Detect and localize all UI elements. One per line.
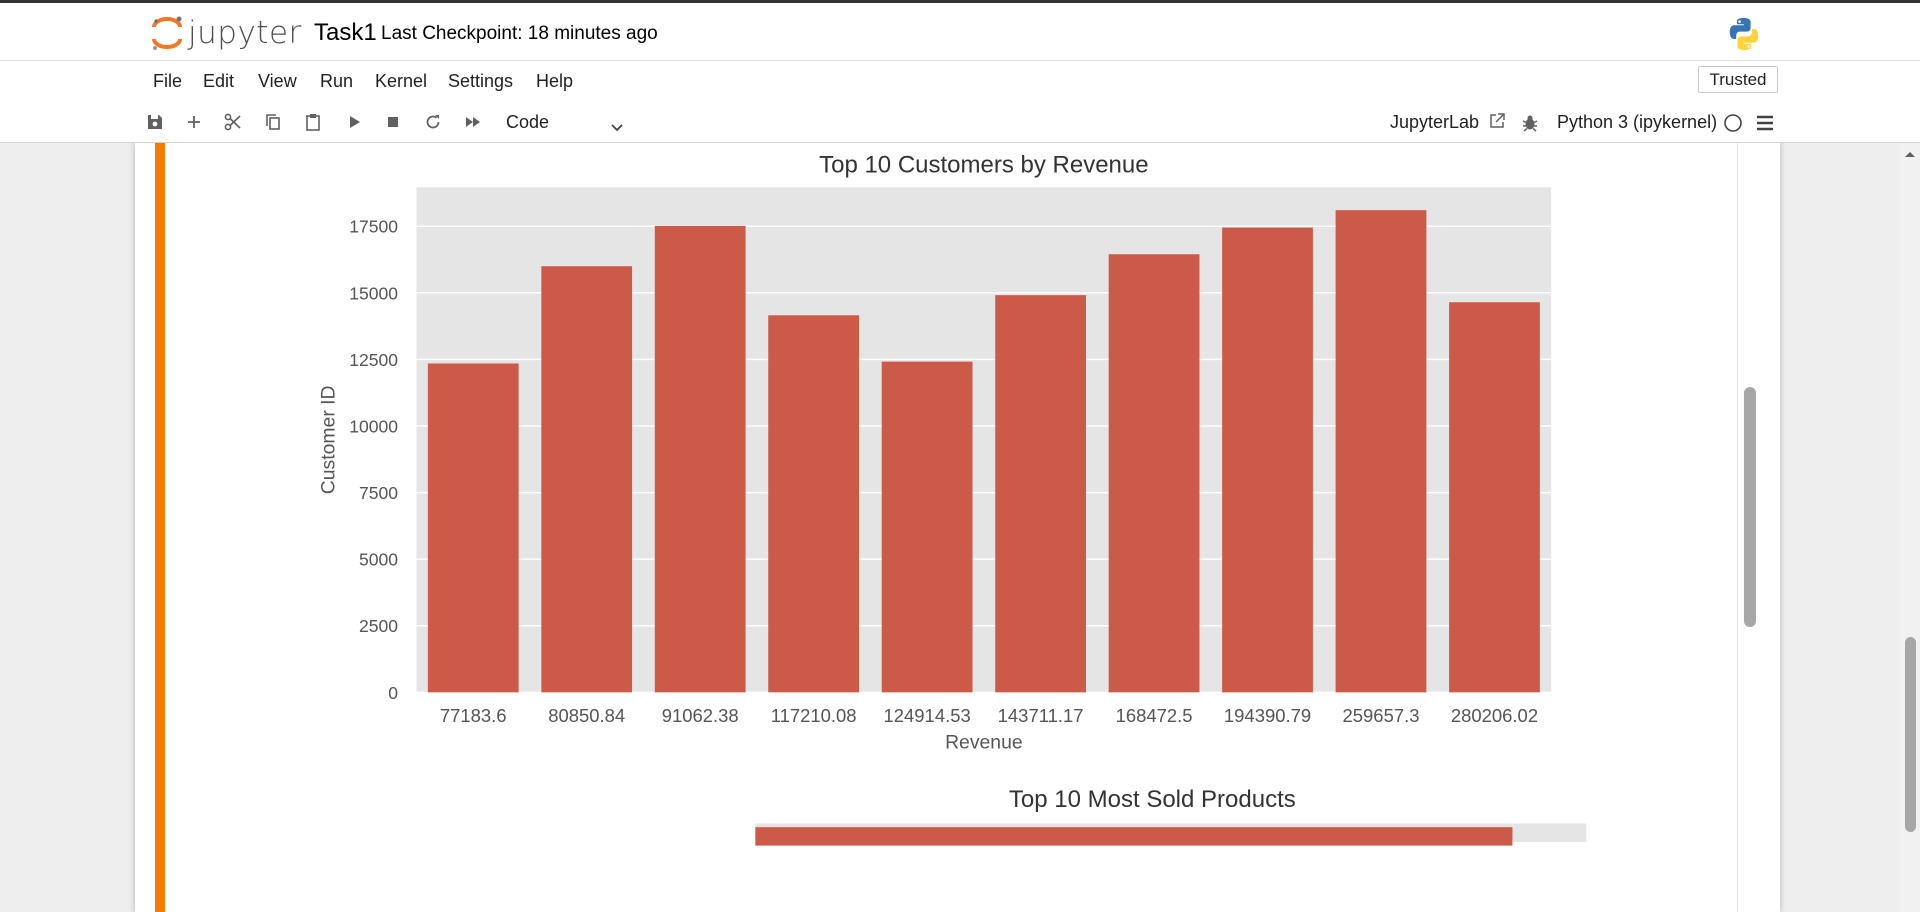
chart-title-products: Top 10 Most Sold Products xyxy=(1009,786,1296,813)
y-tick-label: 12500 xyxy=(349,350,398,370)
notebook-toolbar: Code JupyterLab Python 3 (ipykernel) xyxy=(0,101,1920,143)
menu-hamburger-icon[interactable] xyxy=(1753,111,1777,135)
fast-forward-icon[interactable] xyxy=(461,110,485,134)
bar xyxy=(541,266,633,693)
bar xyxy=(995,295,1086,693)
menu-view[interactable]: View xyxy=(258,71,297,91)
paste-icon[interactable] xyxy=(301,110,325,134)
x-tick-label: 143711.17 xyxy=(998,705,1084,726)
x-tick-label: 117210.08 xyxy=(771,705,857,726)
y-tick-label: 15000 xyxy=(349,283,398,303)
kernel-status-idle-icon xyxy=(1721,111,1745,135)
revenue-bar-chart: 0 2500 5000 7500 10000 12500 15000 17500 77183.6… xyxy=(317,152,1587,846)
x-tick-label: 80850.84 xyxy=(548,705,625,726)
menu-help[interactable]: Help xyxy=(536,71,574,91)
jupyter-logo-icon xyxy=(150,13,184,53)
debugger-icon[interactable] xyxy=(1518,111,1542,135)
notebook-title[interactable]: Task1 xyxy=(314,19,377,46)
cell-type-select[interactable]: Code xyxy=(506,109,626,135)
x-tick-label: 280206.02 xyxy=(1451,705,1538,726)
stop-icon[interactable] xyxy=(381,110,405,134)
python-logo-icon xyxy=(1726,16,1762,52)
open-jupyterlab-link[interactable]: JupyterLab xyxy=(1390,112,1506,133)
notebook-header: jupyter Task1 Last Checkpoint: 18 minute… xyxy=(0,3,1920,61)
cell-type-value: Code xyxy=(506,112,550,132)
y-tick-label: 17500 xyxy=(349,217,398,237)
scroll-up-arrow-icon[interactable] xyxy=(1902,147,1918,159)
save-icon[interactable] xyxy=(143,110,167,134)
bar xyxy=(654,225,746,693)
cut-icon[interactable] xyxy=(221,110,245,134)
menu-settings[interactable]: Settings xyxy=(448,71,514,91)
add-cell-icon[interactable] xyxy=(182,110,206,134)
menu-file[interactable]: File xyxy=(153,71,183,91)
x-tick-label: 124914.53 xyxy=(884,705,971,726)
bar xyxy=(881,361,973,693)
run-icon[interactable] xyxy=(342,110,366,134)
menu-bar: File Edit View Run Kernel Settings Help xyxy=(0,61,1920,101)
jupyter-logo-text: jupyter xyxy=(188,15,302,51)
copy-icon[interactable] xyxy=(261,110,285,134)
bar-products xyxy=(755,827,1513,846)
page-scrollbar-thumb[interactable] xyxy=(1905,637,1916,832)
y-tick-label: 7500 xyxy=(359,483,398,503)
bar xyxy=(427,363,519,693)
jupyterlab-label: JupyterLab xyxy=(1390,112,1480,132)
y-axis-label: Customer ID xyxy=(317,385,339,494)
y-tick-label: 0 xyxy=(388,683,398,703)
x-tick-label: 91062.38 xyxy=(662,705,739,726)
output-scrollbar-thumb[interactable] xyxy=(1744,387,1756,627)
external-link-icon xyxy=(1490,113,1505,128)
y-tick-label: 10000 xyxy=(349,416,398,436)
y-tick-label: 5000 xyxy=(359,550,398,570)
window-top-border xyxy=(0,0,1920,3)
active-cell-indicator[interactable] xyxy=(155,143,165,912)
chevron-down-icon xyxy=(610,115,624,132)
kernel-name[interactable]: Python 3 (ipykernel) xyxy=(1557,112,1718,132)
bar xyxy=(1335,210,1427,693)
x-axis-label: Revenue xyxy=(945,732,1023,754)
menu-run[interactable]: Run xyxy=(320,71,354,91)
y-tick-label: 2500 xyxy=(359,616,398,636)
trusted-indicator[interactable]: Trusted xyxy=(1698,66,1778,93)
x-tick-label: 194390.79 xyxy=(1224,705,1311,726)
x-tick-label: 168472.5 xyxy=(1116,705,1193,726)
chart-title: Top 10 Customers by Revenue xyxy=(819,152,1149,179)
restart-icon[interactable] xyxy=(421,110,445,134)
menu-edit[interactable]: Edit xyxy=(203,71,235,91)
last-checkpoint: Last Checkpoint: 18 minutes ago xyxy=(381,23,658,44)
x-tick-label: 77183.6 xyxy=(440,705,507,726)
menu-kernel[interactable]: Kernel xyxy=(375,71,428,91)
bar xyxy=(1222,227,1313,693)
bar xyxy=(768,315,860,693)
jupyter-logo[interactable]: jupyter xyxy=(150,13,302,53)
x-tick-label: 259657.3 xyxy=(1343,705,1420,726)
bar xyxy=(1449,302,1540,693)
notebook-area: 0 2500 5000 7500 10000 12500 15000 17500 77183.6… xyxy=(0,143,1920,912)
bar xyxy=(1108,254,1200,693)
